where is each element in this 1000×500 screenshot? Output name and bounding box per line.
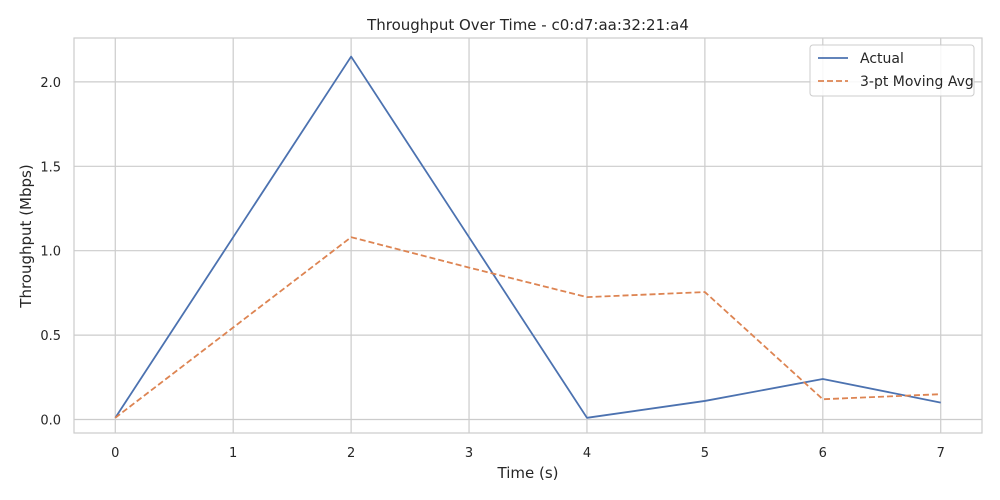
y-axis-ticks: 0.0 0.5 1.0 1.5 2.0	[40, 76, 61, 429]
legend-label-actual: Actual	[860, 51, 904, 67]
chart-title: Throughput Over Time - c0:d7:aa:32:21:a4	[366, 16, 689, 34]
y-tick-label: 1.5	[40, 160, 61, 175]
y-tick-label: 0.0	[40, 413, 61, 428]
x-tick-label: 0	[111, 446, 119, 461]
legend: Actual 3-pt Moving Avg	[809, 44, 975, 97]
x-tick-label: 3	[465, 446, 473, 461]
y-tick-label: 0.5	[40, 329, 61, 344]
legend-box	[809, 44, 975, 97]
x-tick-label: 2	[347, 446, 355, 461]
x-axis-ticks: 0 1 2 3 4 5 6 7	[111, 446, 945, 461]
x-tick-label: 5	[701, 446, 709, 461]
y-axis-label: Throughput (Mbps)	[17, 164, 35, 308]
x-tick-label: 6	[819, 446, 827, 461]
x-tick-label: 1	[229, 446, 237, 461]
series-line-actual	[114, 55, 941, 419]
legend-label-moving-avg: 3-pt Moving Avg	[860, 74, 974, 90]
x-axis-label: Time (s)	[497, 464, 559, 482]
series-line-moving-avg	[114, 236, 941, 419]
y-tick-label: 1.0	[40, 245, 61, 260]
x-tick-label: 4	[583, 446, 591, 461]
series-layer	[114, 55, 941, 419]
plot-frame	[73, 37, 983, 434]
x-tick-label: 7	[937, 446, 945, 461]
y-tick-label: 2.0	[40, 76, 61, 91]
